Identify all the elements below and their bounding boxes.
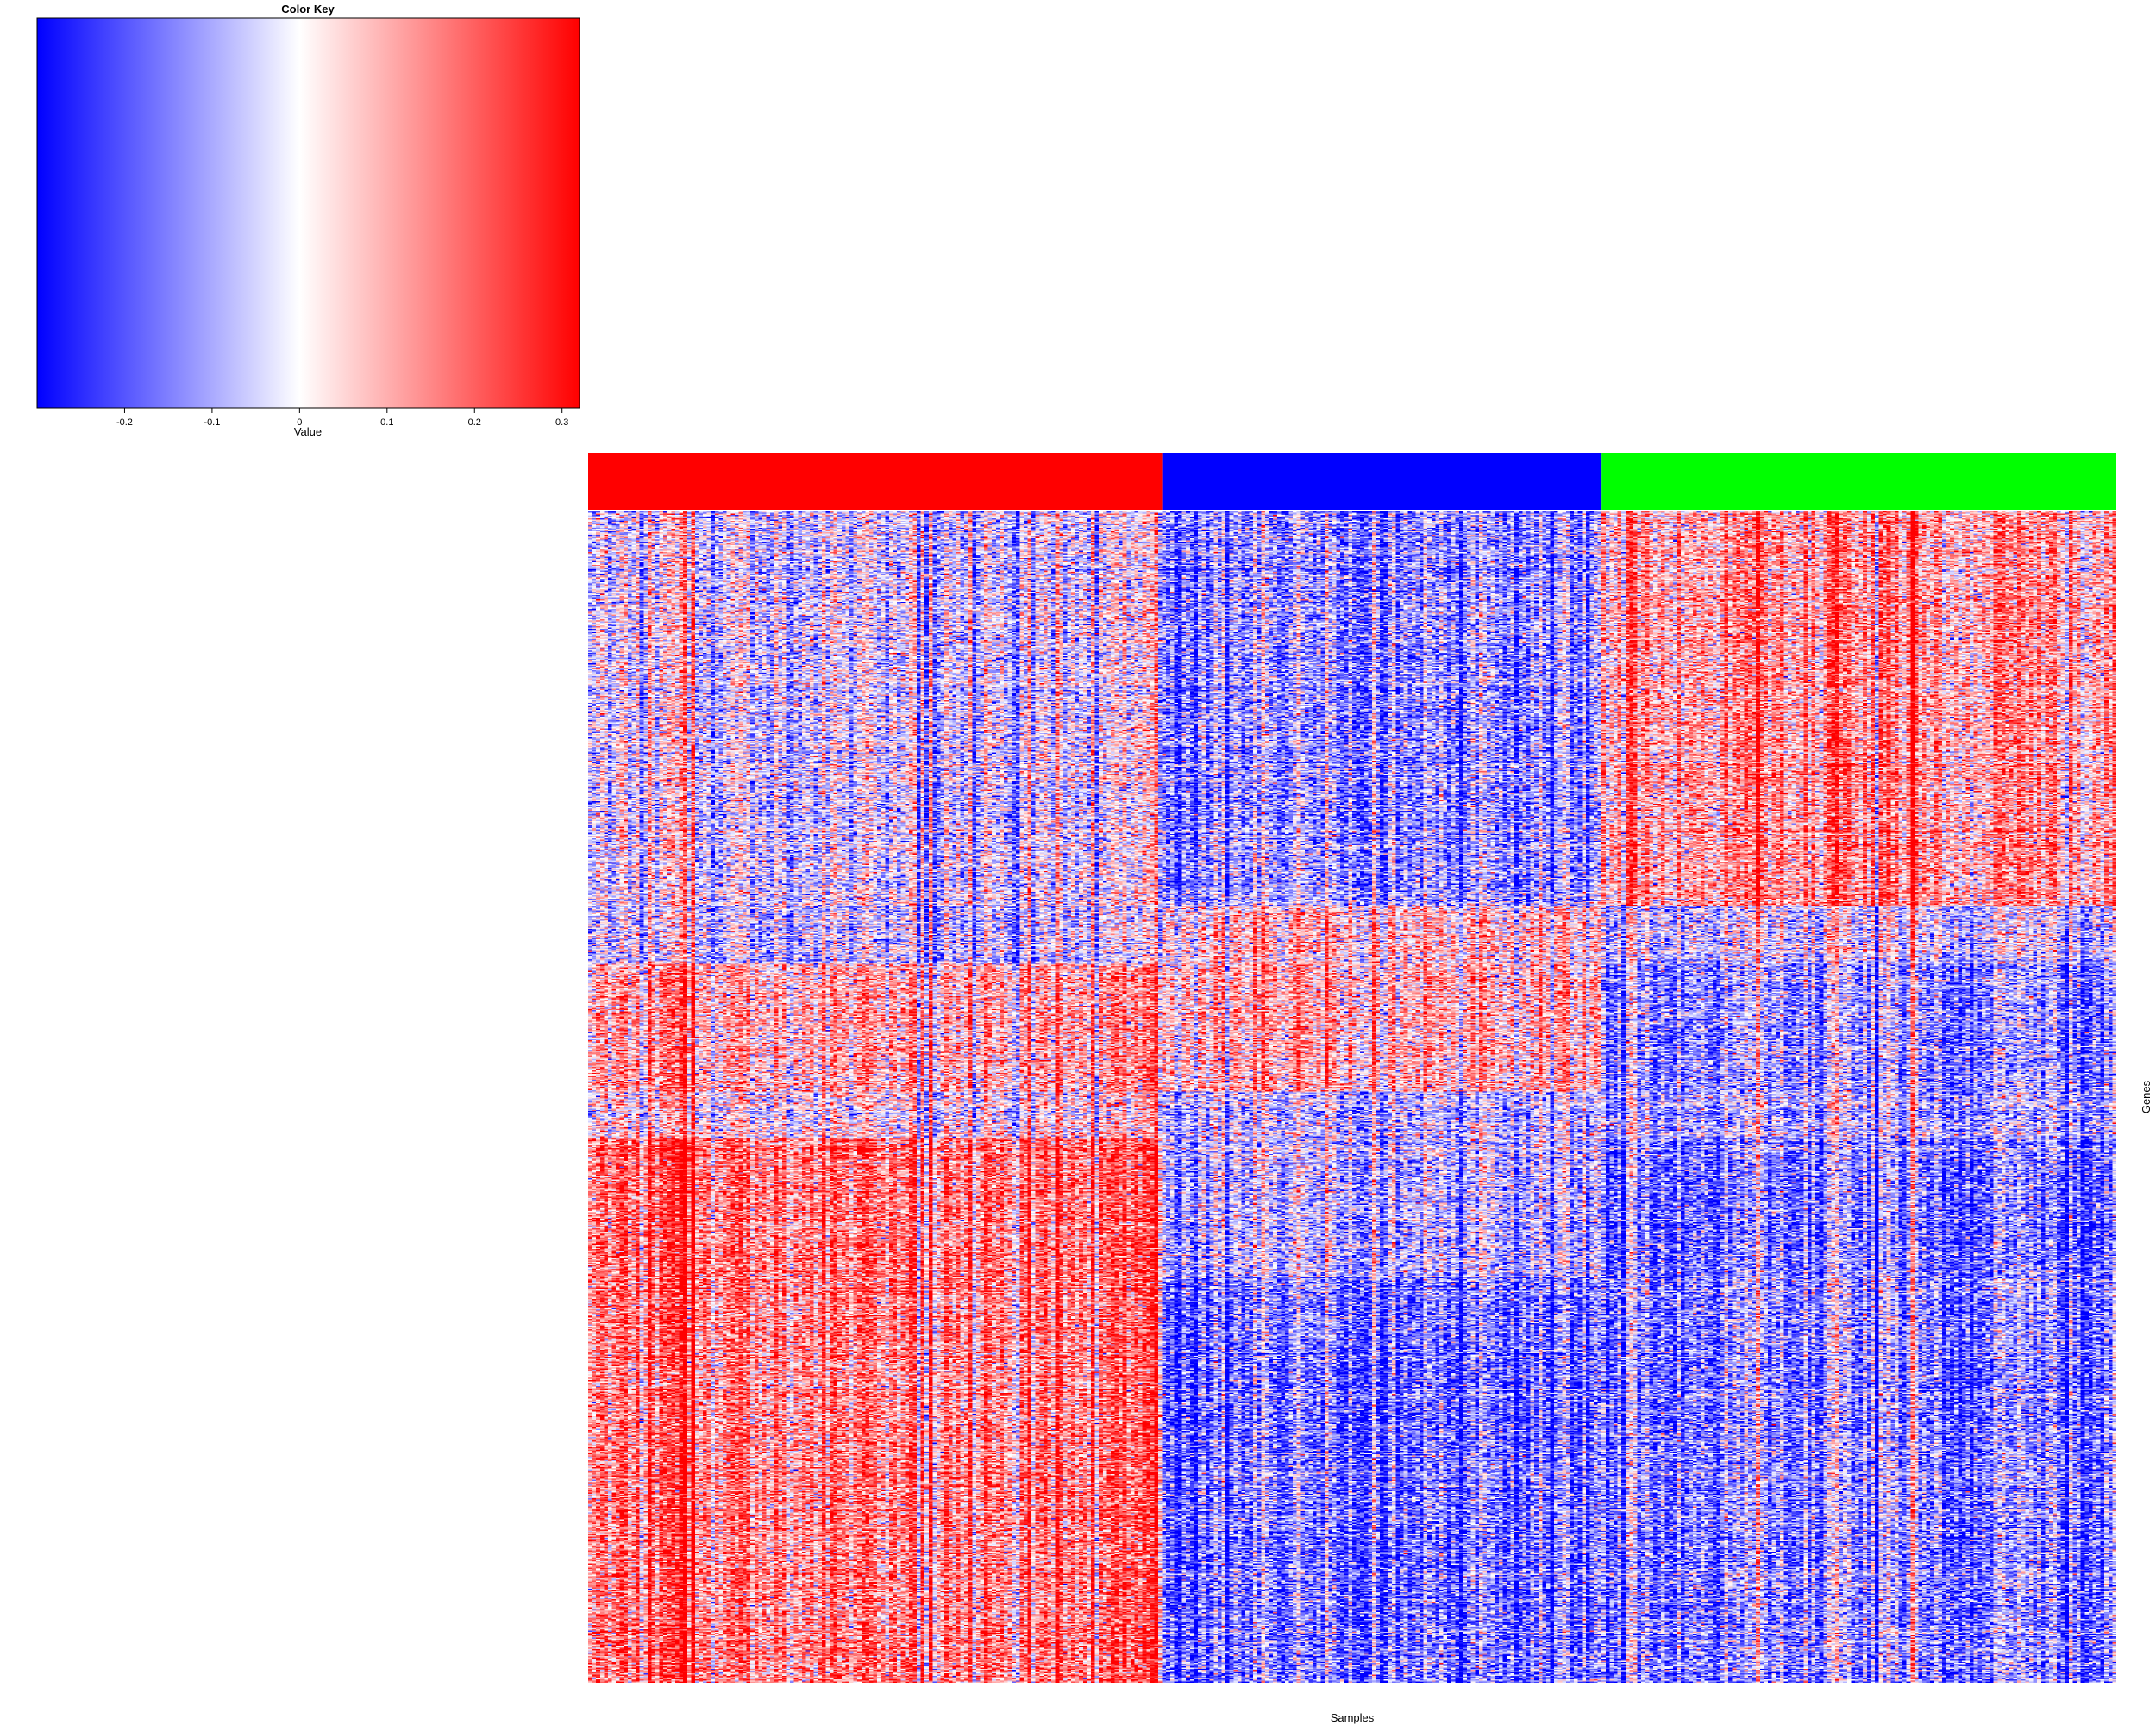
y-axis-label: Genes bbox=[2140, 1080, 2153, 1113]
color-key-tick-label: -0.2 bbox=[116, 417, 133, 428]
color-key-tick-label: 0 bbox=[297, 417, 302, 428]
color-key-gradient-bar bbox=[37, 18, 580, 408]
color-key-title: Color Key bbox=[281, 3, 335, 16]
x-axis-label: Samples bbox=[1331, 1711, 1375, 1724]
color-key-tick-label: 0.1 bbox=[380, 417, 393, 428]
color-key: Color Key -0.2 -0.1 0 0.1 0.2 0.3 Value bbox=[36, 3, 580, 438]
color-key-tick-label: -0.1 bbox=[204, 417, 220, 428]
color-key-xlabel: Value bbox=[294, 425, 322, 438]
sample-group-color-bar bbox=[588, 453, 2116, 510]
sample-group-3-bar bbox=[1601, 453, 2116, 510]
color-key-axis: -0.2 -0.1 0 0.1 0.2 0.3 bbox=[116, 407, 568, 428]
sample-group-1-bar bbox=[588, 453, 1163, 510]
color-key-tick-label: 0.3 bbox=[555, 417, 568, 428]
sample-group-2-bar bbox=[1162, 453, 1602, 510]
color-key-tick-label: 0.2 bbox=[468, 417, 481, 428]
heatmap-cells bbox=[588, 511, 2116, 1683]
